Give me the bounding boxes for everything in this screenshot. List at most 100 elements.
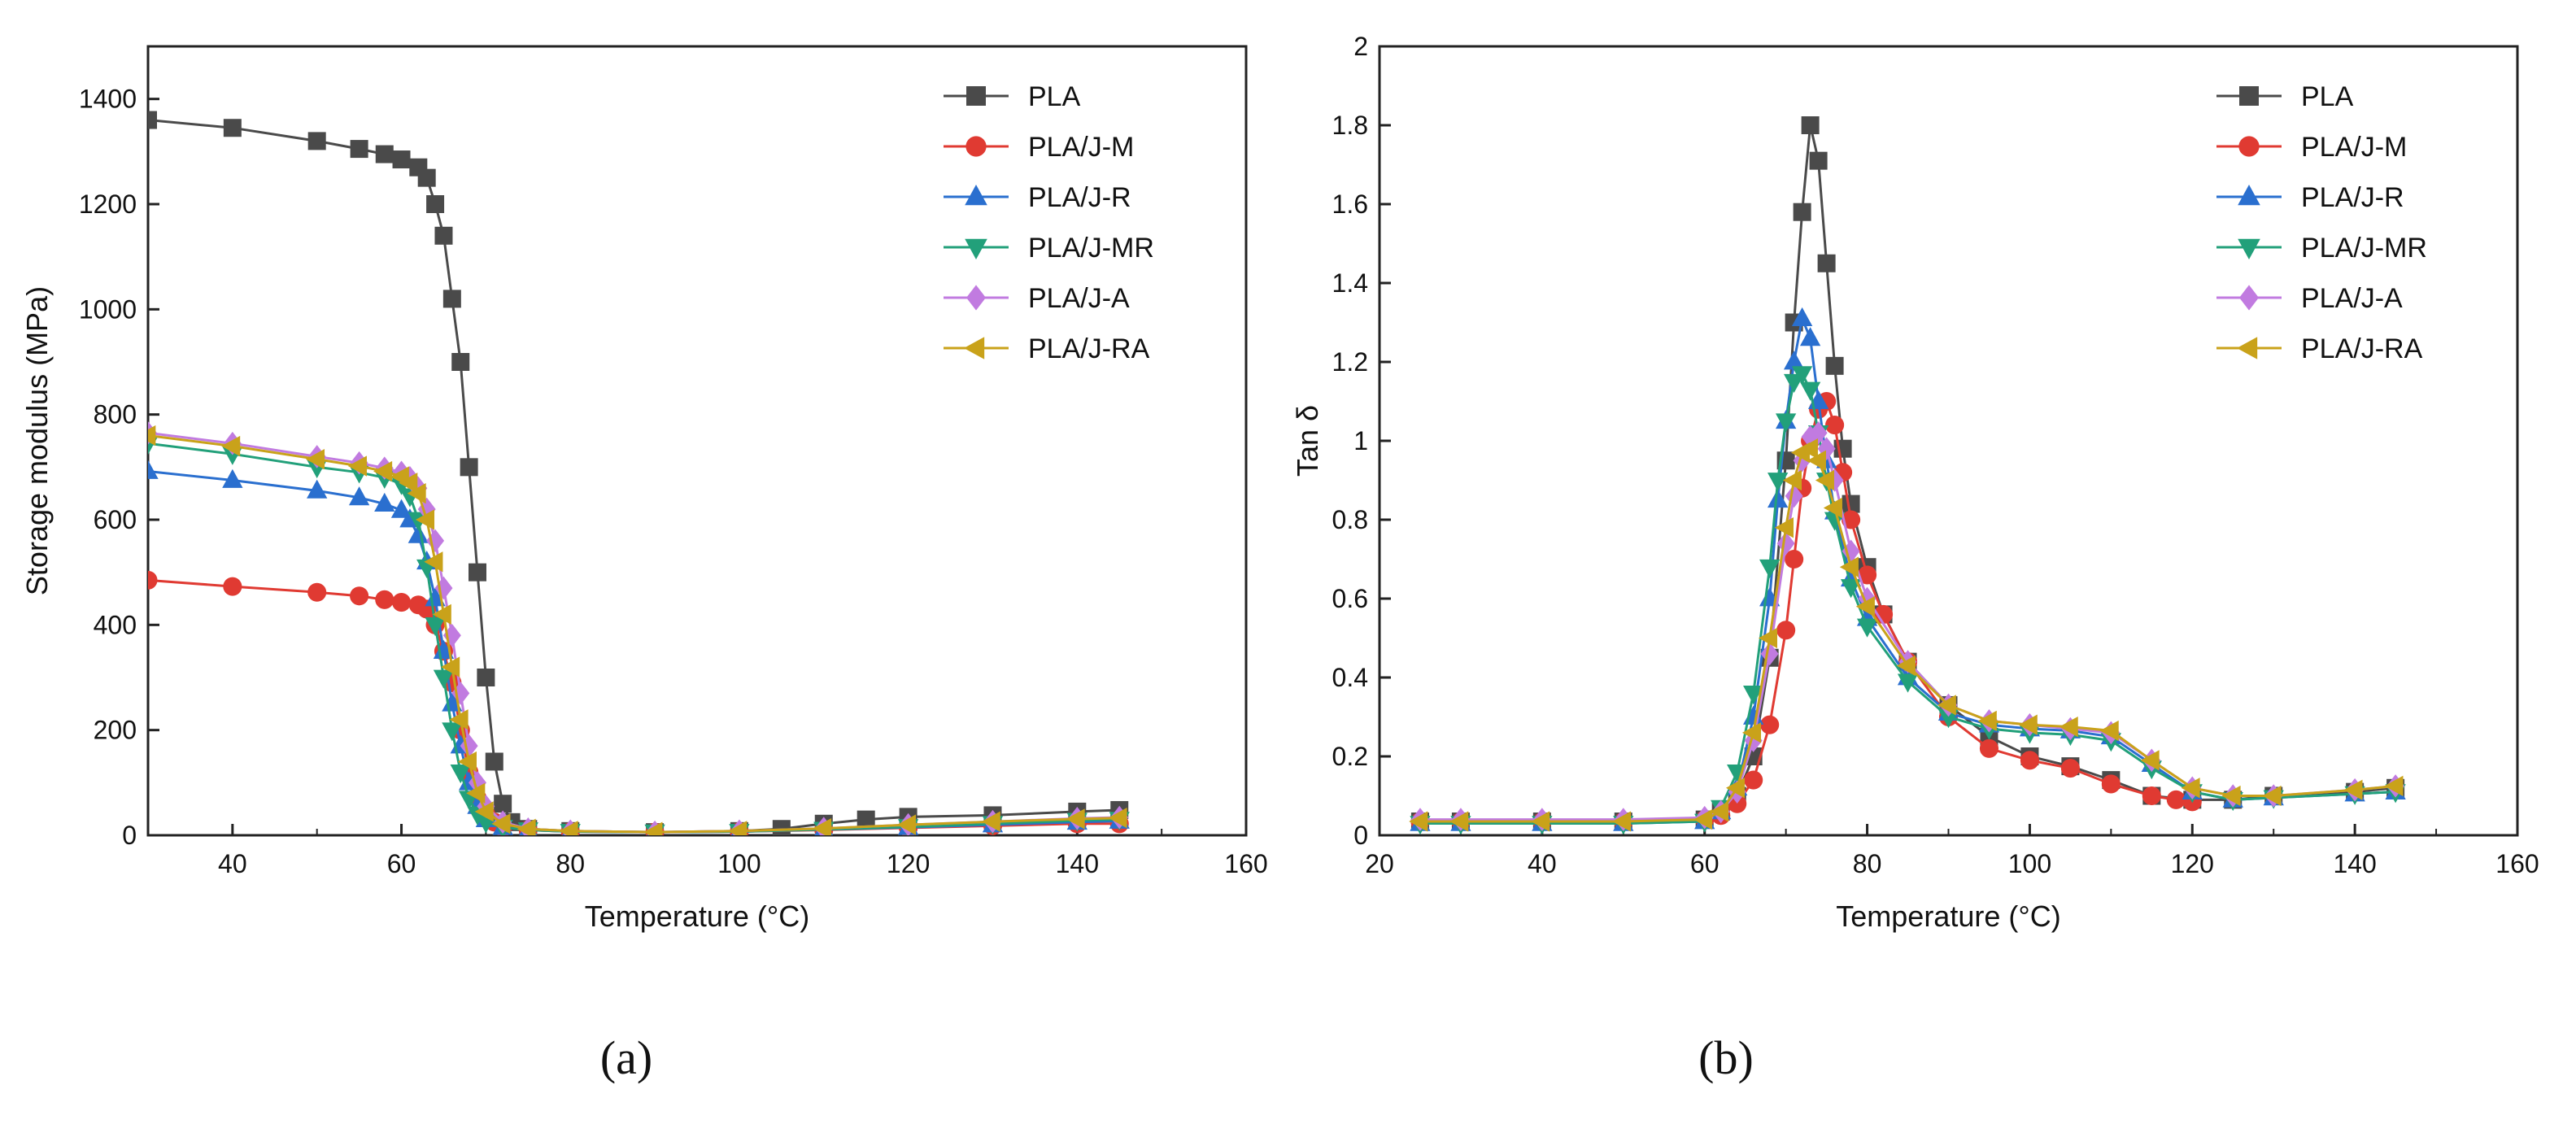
legend-label-pla-j-r: PLA/J-R [2301, 182, 2404, 213]
chart-a-x-axis-label: Temperature (°C) [585, 900, 809, 933]
chart-a-y-tick-label: 0 [122, 821, 137, 850]
chart-a-point-pla-j-mr [433, 669, 455, 689]
chart-a-point-pla [307, 132, 326, 150]
legend-label-pla-j-a: PLA/J-A [2301, 283, 2403, 314]
chart-b-point-pla-j-mr [1743, 686, 1764, 705]
chart-a-line-pla-j-a [148, 431, 1120, 834]
chart-b-point-pla [1842, 494, 1860, 513]
chart-a-point-pla-j-ra [1066, 808, 1085, 830]
chart-b-point-pla-j-ra [1612, 811, 1632, 832]
chart-b-y-tick-label: 1.2 [1332, 347, 1368, 377]
chart-b-point-pla-j-ra [2262, 785, 2282, 807]
chart-b-point-pla-j-m [1785, 549, 1804, 569]
chart-b-point-pla-j-m [2142, 786, 2161, 806]
chart-a-y-tick-label: 1000 [79, 294, 137, 324]
chart-a-point-pla-j-ra [559, 821, 578, 835]
chart-b-y-tick-label: 0.4 [1332, 663, 1368, 692]
chart-b-series-pla-j-mr [1410, 366, 2406, 835]
legend-marker-pla-j-a [966, 285, 986, 311]
chart-a-point-pla-j-ra [432, 603, 451, 625]
chart-a-point-pla-j-r [374, 492, 395, 512]
chart-a-y-tick-label: 1400 [79, 85, 137, 114]
chart-b-point-pla-j-m [1979, 738, 1999, 758]
chart-b-point-pla-j-a [1793, 448, 1811, 473]
chart-b-point-pla-j-m [2060, 759, 2080, 778]
chart-a-point-pla-j-ra [981, 811, 1000, 832]
chart-a-point-pla-j-mr [442, 722, 463, 742]
chart-b-point-pla-j-m [1760, 715, 1780, 734]
chart-a-point-pla-j-r [222, 468, 243, 488]
chart-b-point-pla-j-ra [1977, 710, 1997, 731]
legend-label-pla-j-ra: PLA/J-RA [1028, 333, 1150, 364]
chart-a-line-pla-j-ra [148, 434, 1120, 834]
chart-b-point-pla-j-ra [1409, 811, 1428, 832]
legend-marker-pla-j-ra [964, 337, 985, 359]
chart-a-series-pla-j-a [148, 421, 1129, 835]
chart-a-point-pla-j-mr [425, 616, 446, 637]
chart-b-point-pla-j-m [2020, 751, 2039, 770]
legend-marker-pla-j-mr [2238, 238, 2260, 259]
legend-marker-pla-j-m [965, 136, 987, 157]
chart-a-point-pla-j-a [434, 576, 453, 600]
chart-b-point-pla-j-r [1783, 351, 1805, 370]
chart-a-point-pla [460, 458, 478, 477]
chart-b-series-pla-j-a [1410, 421, 2405, 831]
chart-a-line-pla-j-mr [148, 442, 1120, 834]
chart-a-point-pla [469, 563, 486, 582]
chart-b-y-tick-label: 1 [1353, 426, 1368, 455]
chart-a-x-tick-label: 100 [717, 849, 761, 878]
chart-b-point-pla-j-ra [2343, 779, 2363, 800]
chart-b-series-pla-j-r [1410, 307, 2406, 831]
legend-label-pla-j-ra: PLA/J-RA [2301, 333, 2423, 364]
chart-b-x-axis-label: Temperature (°C) [1836, 900, 2060, 933]
chart-a-y-axis-label: Storage modulus (MPa) [20, 286, 54, 595]
chart-b-point-pla-j-mr [1856, 618, 1878, 638]
chart-a-point-pla-j-m [223, 577, 242, 596]
chart-b-point-pla-j-ra [2221, 785, 2241, 807]
chart-b-point-pla-j-m [1842, 510, 1861, 529]
chart-a-point-pla [485, 752, 503, 771]
chart-b-point-pla-j-ra [1531, 811, 1550, 832]
chart-b-point-pla-j-ra [1855, 596, 1875, 617]
chart-a-point-pla-j-ra [474, 801, 494, 822]
chart-a-point-pla-j-m [391, 592, 412, 612]
chart-b-x-tick-label: 60 [1690, 849, 1720, 878]
chart-a-y-tick-label: 600 [94, 505, 137, 534]
chart-a-point-pla-j-ra [424, 551, 443, 573]
chart-b-x-tick-label: 140 [2333, 849, 2376, 878]
chart-b-point-pla [1817, 254, 1836, 272]
chart-b-point-pla-j-ra [2384, 775, 2404, 797]
chart-a-point-pla-j-r [390, 499, 412, 518]
legend-marker-pla-j-a [2239, 285, 2259, 311]
chart-a-x-tick-label: 40 [218, 849, 247, 878]
chart-b-line-pla-j-a [1420, 431, 2396, 821]
chart-a-point-pla-j-ra [305, 448, 325, 470]
chart-a-point-pla-j-ra [1108, 808, 1127, 829]
chart-a-point-pla [451, 353, 470, 371]
chart-b-y-tick-label: 1.8 [1332, 111, 1368, 140]
chart-a-legend: PLA PLA/J-M PLA/J-R PLA/J-MR PLA/J-A PLA/J-RA [944, 81, 1154, 364]
chart-b-tan-delta: 20 40 60 80 100 120 140 160 0 0.2 0.4 0.6 0.8 1 1.2 1.4… [1291, 32, 2539, 933]
chart-a-point-pla [417, 168, 436, 187]
chart-a-point-pla-j-ra [491, 813, 511, 834]
chart-a-point-pla [375, 145, 394, 163]
chart-b-point-pla-j-ra [2099, 720, 2119, 742]
chart-a-point-pla-j-ra [728, 821, 748, 835]
chart-b-point-pla-j-m [1744, 770, 1763, 790]
chart-b-x-tick-label: 120 [2171, 849, 2214, 878]
chart-a-point-pla-j-m [350, 586, 369, 606]
chart-b-point-pla-j-ra [1782, 469, 1802, 491]
chart-b-point-pla-j-m [2101, 774, 2121, 794]
chart-b-point-pla-j-m [1825, 416, 1845, 435]
chart-a-point-pla-j-r [348, 486, 370, 506]
chart-a-point-pla-j-ra [449, 709, 469, 730]
legend-label-pla-j-mr: PLA/J-MR [1028, 233, 1154, 264]
chart-b-point-pla-j-a [1825, 468, 1844, 492]
legend-label-pla-j-r: PLA/J-R [1028, 182, 1131, 213]
chart-b-point-pla-j-ra [2059, 716, 2078, 738]
chart-b-point-pla-j-a [1858, 586, 1876, 611]
chart-b-point-pla-j-m [2166, 790, 2186, 809]
chart-b-x-tick-label: 160 [2495, 849, 2539, 878]
chart-a-point-pla [426, 195, 445, 213]
chart-a-point-pla-j-r [425, 587, 446, 607]
